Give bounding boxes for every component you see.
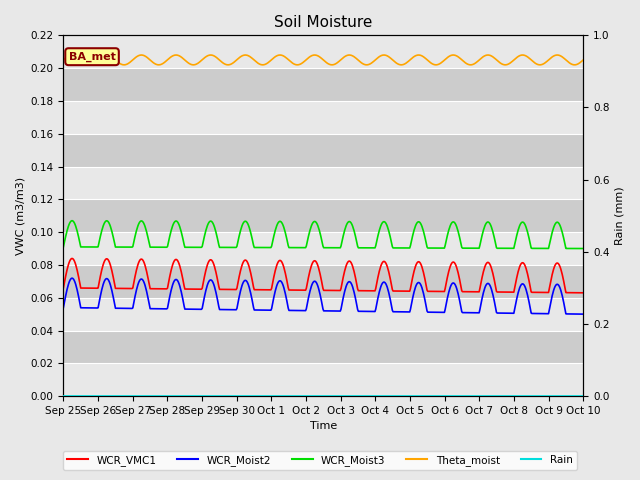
- Rain: [175, 393, 183, 399]
- Rain: [122, 393, 130, 399]
- Bar: [63, 298, 583, 331]
- X-axis label: Time: Time: [310, 421, 337, 432]
- Bar: [63, 363, 583, 396]
- Theta_moist: [123, 61, 131, 67]
- Line: WCR_Moist2: WCR_Moist2: [63, 278, 583, 314]
- WCR_Moist2: [176, 283, 184, 289]
- Rain: [401, 393, 409, 399]
- WCR_VMC1: [60, 285, 67, 291]
- Rain: [69, 393, 77, 399]
- WCR_VMC1: [68, 255, 76, 261]
- WCR_Moist3: [403, 245, 410, 251]
- WCR_Moist2: [60, 305, 67, 311]
- WCR_VMC1: [70, 257, 77, 263]
- Rain: [387, 393, 394, 399]
- Bar: [63, 36, 583, 68]
- Theta_moist: [571, 62, 579, 68]
- Line: WCR_Moist3: WCR_Moist3: [63, 221, 583, 249]
- WCR_Moist3: [204, 223, 211, 229]
- WCR_Moist2: [68, 275, 76, 281]
- WCR_Moist3: [60, 244, 67, 250]
- Bar: [63, 101, 583, 134]
- WCR_VMC1: [204, 262, 211, 268]
- WCR_Moist2: [403, 309, 410, 315]
- WCR_VMC1: [387, 279, 395, 285]
- Title: Soil Moisture: Soil Moisture: [274, 15, 372, 30]
- Theta_moist: [176, 53, 184, 59]
- Theta_moist: [403, 60, 410, 66]
- WCR_Moist3: [176, 224, 184, 230]
- Theta_moist: [579, 57, 587, 63]
- WCR_Moist3: [70, 219, 77, 225]
- Line: Theta_moist: Theta_moist: [63, 55, 583, 65]
- WCR_Moist3: [123, 244, 131, 250]
- WCR_Moist2: [387, 300, 395, 306]
- WCR_Moist3: [68, 218, 76, 224]
- WCR_Moist3: [387, 237, 395, 243]
- WCR_Moist2: [204, 282, 211, 288]
- Y-axis label: VWC (m3/m3): VWC (m3/m3): [15, 177, 25, 255]
- WCR_Moist2: [579, 311, 587, 317]
- WCR_Moist2: [123, 305, 131, 311]
- WCR_VMC1: [123, 286, 131, 291]
- WCR_VMC1: [579, 290, 587, 296]
- WCR_Moist3: [579, 246, 587, 252]
- Theta_moist: [60, 57, 67, 63]
- Rain: [579, 393, 587, 399]
- Bar: [63, 232, 583, 265]
- Text: BA_met: BA_met: [68, 51, 115, 62]
- Theta_moist: [204, 53, 211, 59]
- Y-axis label: Rain (mm): Rain (mm): [615, 186, 625, 245]
- Line: WCR_VMC1: WCR_VMC1: [63, 258, 583, 293]
- Theta_moist: [387, 56, 395, 61]
- Bar: [63, 167, 583, 199]
- Legend: WCR_VMC1, WCR_Moist2, WCR_Moist3, Theta_moist, Rain: WCR_VMC1, WCR_Moist2, WCR_Moist3, Theta_…: [63, 451, 577, 470]
- WCR_VMC1: [176, 263, 184, 269]
- WCR_VMC1: [403, 288, 410, 294]
- Rain: [203, 393, 211, 399]
- Theta_moist: [70, 52, 77, 58]
- Rain: [60, 393, 67, 399]
- Theta_moist: [68, 52, 76, 58]
- WCR_Moist2: [70, 276, 77, 282]
